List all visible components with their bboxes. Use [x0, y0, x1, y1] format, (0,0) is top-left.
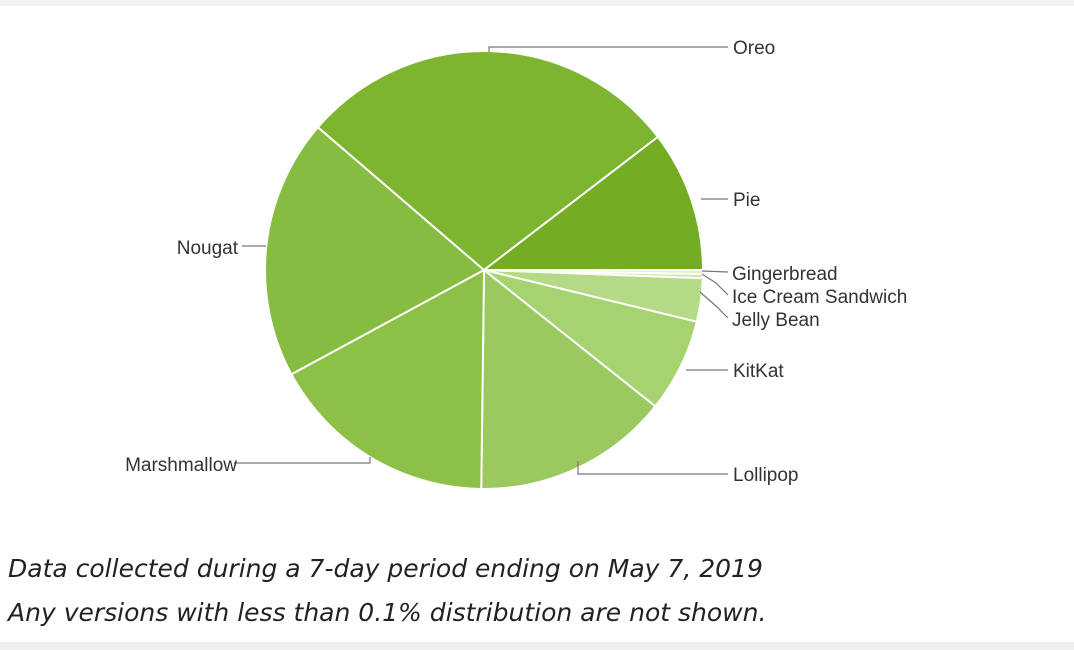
pie-slice-pie: [481, 135, 705, 271]
pie-slice-oreo: [316, 50, 660, 272]
leader-line-ice-cream-sandwich: [701, 273, 729, 296]
bottom-strip: [0, 642, 1074, 650]
slice-label-marshmallow: Marshmallow: [125, 455, 237, 476]
slice-label-kitkat: KitKat: [733, 361, 784, 382]
pie-leader-lines: [234, 46, 729, 475]
slice-label-gingerbread: Gingerbread: [732, 264, 838, 285]
slice-label-lollipop: Lollipop: [733, 465, 799, 486]
leader-line-gingerbread: [701, 270, 729, 273]
slice-label-nougat: Nougat: [177, 238, 239, 259]
leader-line-oreo: [488, 46, 728, 52]
leader-line-lollipop: [577, 461, 728, 475]
pie-slices: [264, 50, 705, 490]
top-strip: [0, 0, 1074, 6]
chart-card: Gingerbread Ice Cream Sandwich Jelly Bean K…: [0, 6, 1074, 642]
pie-slice-nougat: [264, 125, 486, 376]
slice-label-oreo: Oreo: [733, 38, 775, 59]
leader-line-jelly-bean: [699, 291, 729, 319]
footer-note-period: Data collected during a 7-day period end…: [8, 554, 763, 583]
slice-label-jelly-bean: Jelly Bean: [732, 310, 820, 331]
pie-slice-marshmallow: [290, 268, 486, 490]
slice-label-ice-cream-sandwich: Ice Cream Sandwich: [732, 287, 907, 308]
leader-line-marshmallow: [234, 457, 371, 464]
slice-label-pie: Pie: [733, 190, 760, 211]
footer-note-threshold: Any versions with less than 0.1% distrib…: [8, 598, 767, 627]
